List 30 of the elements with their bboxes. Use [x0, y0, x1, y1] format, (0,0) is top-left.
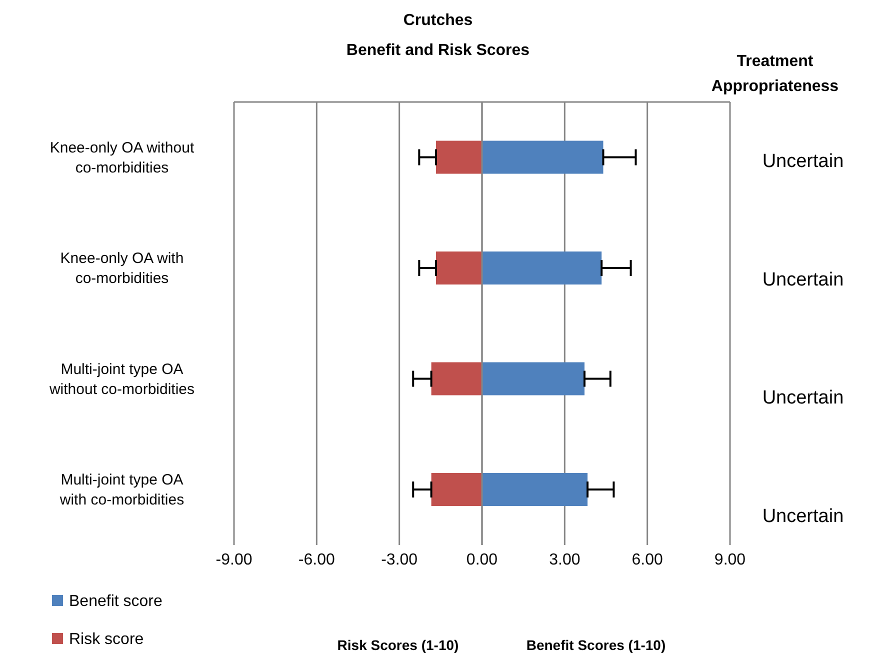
text: Uncertain — [762, 151, 844, 172]
y-tick-label: Multi-joint type OA without co-morbidities — [48, 360, 195, 398]
text: Uncertain — [762, 269, 844, 290]
legend-label: Risk score — [69, 631, 144, 648]
text: Benefit Scores (1-10) — [526, 637, 666, 653]
chart-subtitle: Benefit and Risk Scores — [346, 42, 530, 59]
bar — [482, 362, 585, 396]
bar — [482, 140, 604, 174]
text: Uncertain — [762, 388, 844, 409]
x-tick-label: 3.00 — [549, 551, 580, 568]
x-tick-label: -3.00 — [381, 551, 418, 568]
x-tick-label: 9.00 — [714, 551, 746, 568]
bar — [431, 362, 482, 396]
text: Uncertain — [762, 506, 844, 527]
x-tick-label: -9.00 — [216, 551, 252, 568]
bar — [436, 140, 482, 174]
bar — [482, 473, 588, 506]
y-tick-label: Knee-only OA without co-morbidities — [50, 139, 195, 176]
legend-label: Benefit score — [69, 593, 162, 610]
y-tick-label: Knee-only OA with co-morbidities — [60, 250, 184, 288]
bar — [482, 252, 602, 285]
text: Treatment Appropriateness — [711, 53, 839, 95]
bar — [431, 473, 482, 506]
chart-title: Crutches — [403, 12, 473, 29]
y-tick-label: Multi-joint type OA with co-morbidities — [58, 472, 184, 509]
x-tick-label: -6.00 — [298, 551, 336, 568]
text: Risk Scores (1-10) — [337, 637, 459, 653]
x-tick-label: 0.00 — [466, 551, 498, 568]
x-tick-label: 6.00 — [632, 551, 664, 568]
bar — [436, 252, 482, 285]
